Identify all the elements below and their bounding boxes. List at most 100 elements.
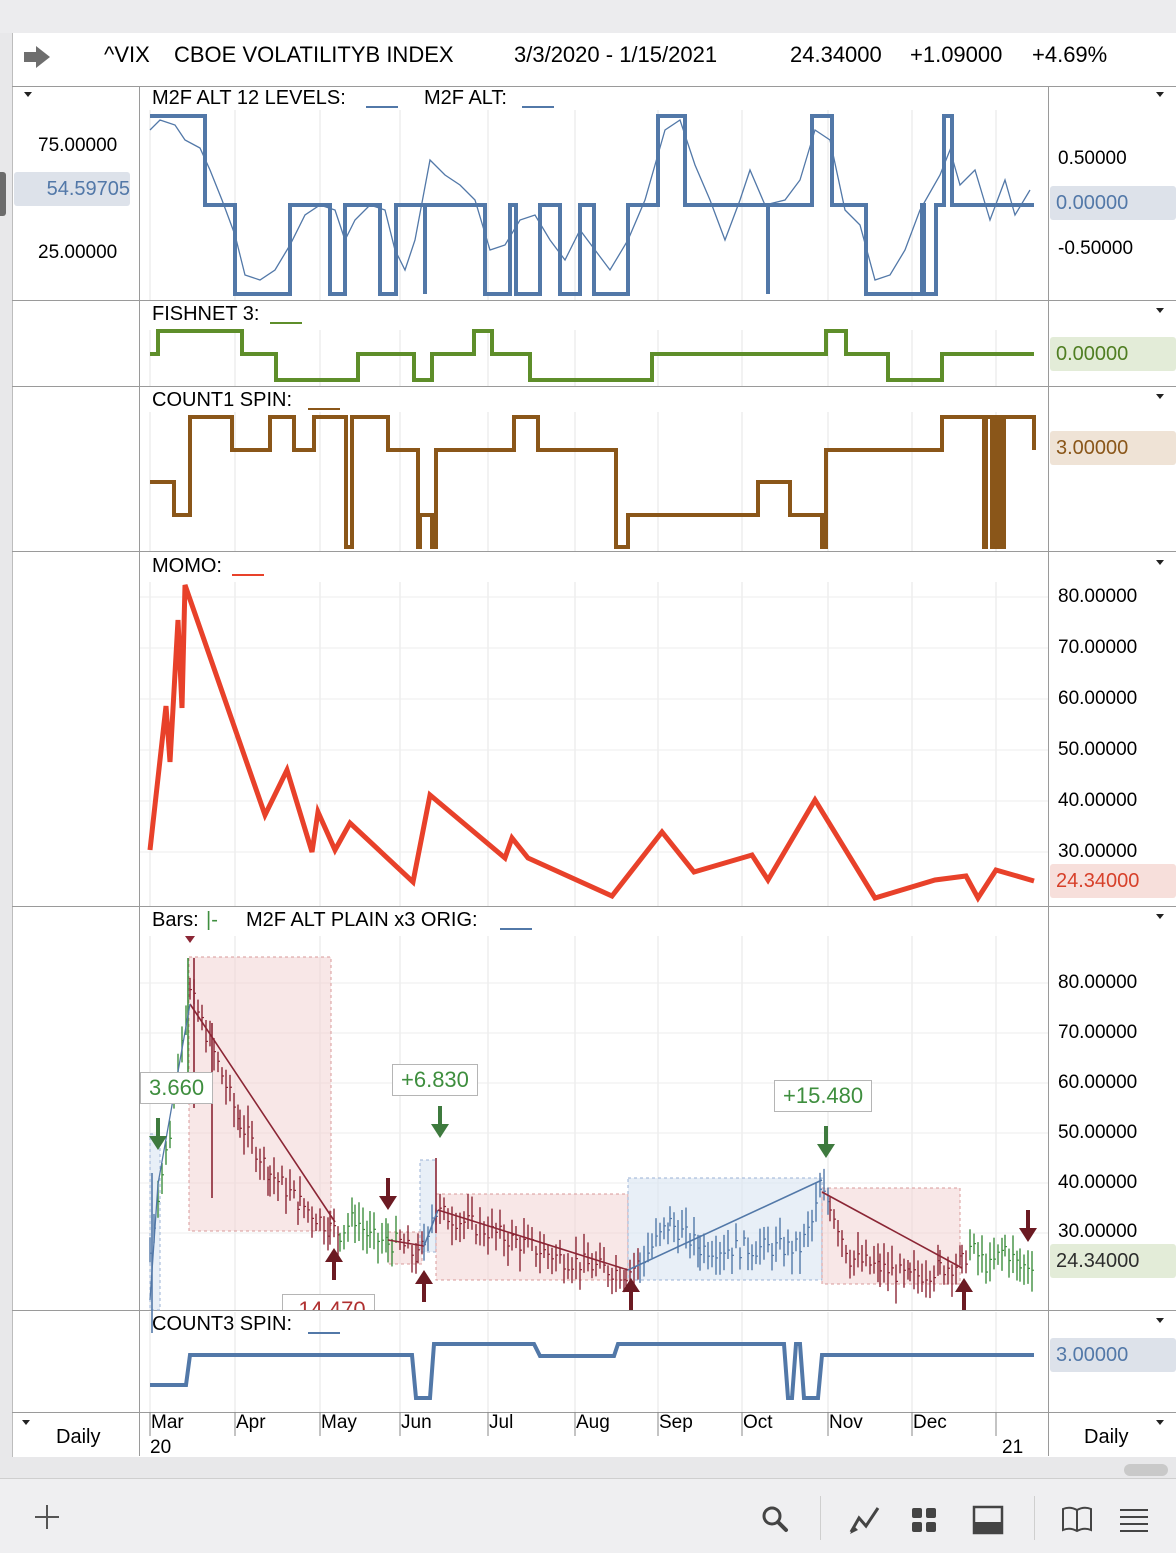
bars-right-tick: 40.00000 [1058,1172,1138,1193]
dropdown-icon[interactable] [1156,1318,1164,1323]
price-change: +1.09000 [910,42,1003,67]
arrow-head [817,1144,835,1158]
m2f-right-tick: 0.50000 [1058,148,1127,169]
toolbar-divider [820,1496,821,1540]
m2f-plain-label: M2F ALT PLAIN x3 ORIG: [246,909,478,931]
panel-separator [12,1310,1176,1311]
momo-right-tick: 30.00000 [1058,841,1138,862]
year-start: 20 [150,1437,172,1458]
period-left[interactable]: Daily [56,1426,101,1448]
price-change-pct: +4.69% [1032,42,1108,67]
bars-label-glyph: |- [206,909,218,931]
m2f-plain-swatch [500,928,532,930]
bars-label: Bars: [152,909,199,931]
count1-swatch [308,408,340,410]
chart-canvas[interactable] [0,0,1176,1470]
arrow-head [622,1278,640,1292]
gain-annotation: +6.830 [392,1064,478,1096]
count3-line [150,1342,1034,1400]
dropdown-icon[interactable] [1156,92,1164,97]
m2f-alt-line [149,118,1031,281]
dropdown-icon[interactable] [1156,560,1164,565]
momo-right-tag: 24.34000 [1050,864,1176,898]
layout-icon[interactable] [972,1504,1004,1536]
month-label: Aug [576,1412,610,1433]
fishnet-right-tag: 0.00000 [1050,337,1176,371]
toolbar-divider [1034,1496,1035,1540]
horizontal-scroll-thumb[interactable] [1124,1464,1168,1476]
right-axis-border [1048,86,1049,1456]
trend-line [189,1003,336,1223]
gain-annotation: 3.660 [140,1072,214,1104]
month-label: Jun [401,1412,432,1433]
menu-icon[interactable] [1118,1506,1150,1532]
date-range: 3/3/2020 - 1/15/2021 [514,42,718,67]
count3-right-tag: 3.00000 [1050,1338,1176,1372]
bottom-toolbar [0,1478,1176,1553]
dropdown-icon[interactable] [1156,308,1164,313]
fishnet-label: FISHNET 3: [152,303,260,325]
m2f-levels-line [150,114,1034,296]
add-icon[interactable] [32,1502,62,1532]
loss-annotation-clip: -14.470 [282,1294,386,1310]
arrow-head [955,1278,973,1292]
left-axis-border [139,86,140,1456]
m2f-right-tick: -0.50000 [1058,238,1134,259]
count1-label: COUNT1 SPIN: [152,389,293,411]
m2f-left-tick: 25.00000 [38,242,118,263]
m2f-left-tick: 75.00000 [38,135,118,156]
arrow-head [431,1124,449,1138]
count1-right-tag: 3.00000 [1050,431,1176,465]
dropdown-icon[interactable] [24,92,32,97]
year-end: 21 [1002,1437,1024,1458]
marker-triangle [185,936,195,943]
top-bar [0,0,1176,33]
loss-box [387,1231,423,1265]
loss-annotation: -14.470 [282,1294,375,1310]
period-right[interactable]: Daily [1084,1426,1129,1448]
search-icon[interactable] [760,1504,790,1534]
m2f-left-tag: 54.59705 [14,172,130,206]
trend-line [423,1209,439,1247]
count1-line [150,415,1036,549]
month-label: Nov [829,1412,863,1433]
count3-swatch [308,1332,340,1334]
panel-separator [12,1412,1176,1413]
trend-line [149,1003,191,1301]
count3-label: COUNT3 SPIN: [152,1313,293,1335]
arrow-head [415,1270,433,1284]
draw-icon[interactable] [848,1504,882,1536]
dropdown-icon[interactable] [1156,394,1164,399]
fishnet-swatch [270,322,302,324]
month-label: Oct [743,1412,773,1433]
panel-separator [12,906,1176,907]
bars-right-tick: 30.00000 [1058,1221,1138,1242]
dropdown-icon[interactable] [1156,1420,1164,1425]
m2f-levels-label: M2F ALT 12 LEVELS: [152,87,346,109]
bars-right-tick: 80.00000 [1058,972,1138,993]
bars-right-tag: 24.34000 [1050,1244,1176,1278]
momo-right-tick: 60.00000 [1058,688,1138,709]
dropdown-icon[interactable] [22,1420,30,1425]
panel-separator [12,86,1176,87]
momo-line [147,584,1035,903]
m2f-levels-swatch [366,106,398,108]
trend-line [387,1239,425,1247]
panel-separator [12,386,1176,387]
back-arrow-icon[interactable] [22,44,52,70]
symbol-name: CBOE VOLATILITYB INDEX [174,42,454,67]
month-label: Jul [489,1412,514,1433]
trend-line [627,1179,823,1271]
left-edge-handle[interactable] [0,172,6,216]
m2f-alt-label: M2F ALT: [424,87,507,109]
momo-right-tick: 70.00000 [1058,637,1138,658]
trend-line [437,1209,629,1271]
book-icon[interactable] [1060,1504,1094,1534]
gain-annotation: +15.480 [774,1080,873,1112]
month-label: May [321,1412,357,1433]
momo-label: MOMO: [152,555,222,577]
m2f-right-tag: 0.00000 [1050,186,1176,220]
dropdown-icon[interactable] [1156,914,1164,919]
grid-icon[interactable] [910,1506,938,1534]
momo-right-tick: 50.00000 [1058,739,1138,760]
